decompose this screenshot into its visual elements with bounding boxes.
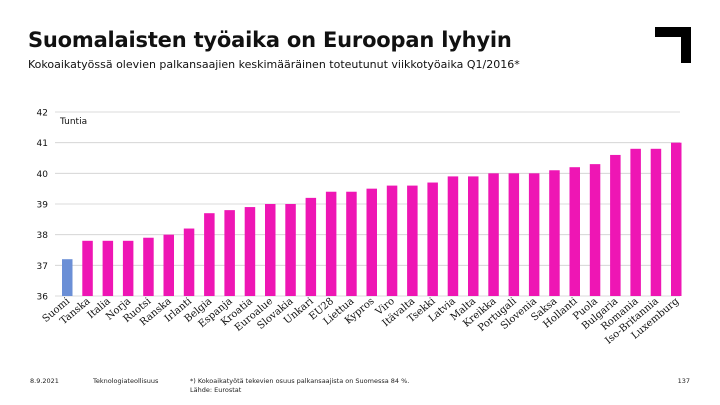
bar-liettua [346,191,357,296]
y-tick-label: 40 [37,170,49,180]
y-tick-label: 37 [37,262,48,272]
bar-iso-britannia [650,148,662,296]
bar-suomi [62,259,73,296]
bar-italia [102,240,114,296]
bar-romania [630,148,641,296]
chart-subtitle: Kokoaikatyössä olevien palkansaajien kes… [28,58,520,71]
bar-espanja [224,210,235,296]
bar-kreikka [488,173,499,296]
bar-kroatia [244,207,256,296]
corner-bracket-logo-icon [655,27,691,63]
bar-ranska [163,234,174,296]
footer-source: Lähde: Eurostat [190,386,242,394]
footer-organization: Teknologiateollisuus [93,377,159,385]
y-axis-label: Tuntia [59,117,87,127]
bar-kypros [366,188,377,296]
footer-note: *) Kokoaikatyötä tekevien osuus palkansa… [190,377,410,385]
y-tick-label: 42 [37,109,48,119]
y-tick-label: 39 [37,201,49,211]
bar-hollanti [569,167,580,296]
bar-irlanti [183,228,195,296]
bar-saksa [549,170,560,296]
bar-belgia [204,213,215,296]
bar-puola [589,164,601,296]
footer-date: 8.9.2021 [30,377,59,385]
bar-eu28 [325,191,337,296]
bar-luxemburg [671,142,682,296]
bar-malta [468,176,479,296]
bar-euroalue [265,204,276,296]
bar-viro [386,185,398,296]
bar-norja [122,240,134,296]
y-tick-label: 38 [37,231,49,241]
bar-tsekki [427,182,438,296]
y-axis-ticks: 36 37 38 39 40 41 42 [37,109,49,303]
bars [62,142,682,296]
bar-tanska [82,240,93,296]
bar-latvia [447,176,459,296]
logo-shape [655,27,691,63]
y-tick-label: 36 [37,293,49,303]
page-title: Suomalaisten työaika on Euroopan lyhyin [28,28,512,52]
bar-ruotsi [143,237,154,296]
y-tick-label: 41 [37,139,48,149]
x-axis-labels: SuomiTanskaItaliaNorjaRuotsiRanskaIrlant… [41,295,682,346]
bar-unkari [305,197,317,296]
bar-itävalta [407,185,418,296]
bar-slovakia [285,204,296,296]
bar-slovenia [528,173,540,296]
bar-portugali [508,173,520,296]
page-number: 137 [677,377,690,385]
bar-bulgaria [610,154,621,296]
